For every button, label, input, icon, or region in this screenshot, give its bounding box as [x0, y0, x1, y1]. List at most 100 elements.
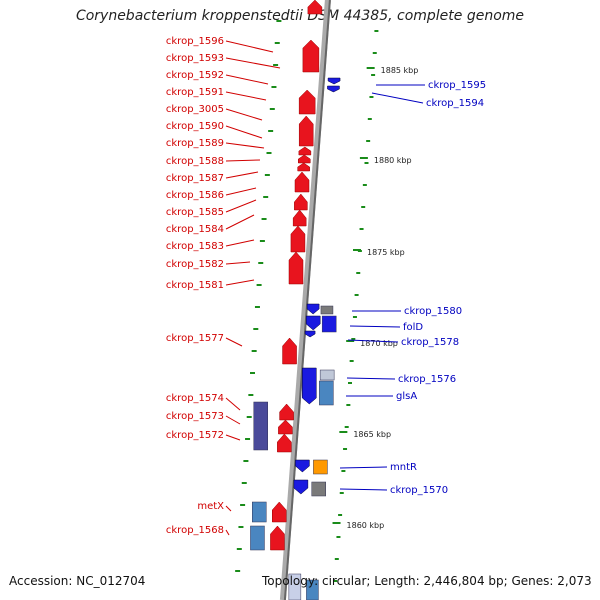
gene-label-ckrop_1570: ckrop_1570	[390, 485, 448, 496]
gene-label-mntR: mntR	[390, 462, 417, 473]
right-tick	[362, 184, 367, 186]
leader-line	[349, 325, 401, 328]
leader-line	[225, 91, 267, 101]
leader-line	[225, 529, 230, 536]
left-tick	[236, 548, 242, 550]
leader-line	[339, 488, 388, 491]
gene-box	[253, 401, 268, 451]
leader-line	[339, 466, 388, 469]
scale-label: 1870 kbp	[360, 339, 398, 348]
gene-label-ckrop_1580: ckrop_1580	[404, 306, 462, 317]
forward-gene-arrow	[297, 162, 310, 172]
forward-gene-arrow	[307, 0, 323, 15]
gene-label-ckrop_1572: ckrop_1572	[166, 430, 224, 441]
scale-label: 1865 kbp	[353, 430, 391, 439]
scale-tick	[346, 340, 355, 342]
reverse-gene-arrow	[305, 315, 321, 331]
leader-line	[225, 199, 257, 213]
reverse-gene-arrow	[327, 85, 340, 93]
gene-label-ckrop_1586: ckrop_1586	[166, 190, 224, 201]
leader-line	[225, 159, 261, 162]
leader-line	[225, 279, 255, 286]
gene-label-glsA: glsA	[396, 391, 417, 402]
leader-line	[225, 125, 263, 139]
right-tick	[348, 382, 352, 384]
left-tick	[250, 372, 255, 374]
gene-label-ckrop_1582: ckrop_1582	[166, 259, 224, 270]
scale-tick	[339, 431, 348, 433]
gene-label-metX: metX	[197, 501, 224, 512]
forward-gene-arrow	[298, 146, 312, 156]
right-tick	[372, 52, 377, 54]
leader-line	[371, 92, 424, 104]
scale-tick	[353, 249, 361, 251]
left-tick	[245, 438, 251, 440]
leader-line	[225, 505, 232, 512]
right-tick	[351, 338, 356, 340]
gene-label-ckrop_1588: ckrop_1588	[166, 156, 224, 167]
leader-line	[225, 108, 263, 121]
left-tick	[276, 20, 282, 22]
gene-label-ckrop_1576: ckrop_1576	[398, 374, 456, 385]
topology-text: Topology: circular; Length: 2,446,804 bp…	[262, 574, 592, 588]
left-tick	[246, 416, 252, 418]
gene-label-ckrop_1568: ckrop_1568	[166, 525, 224, 536]
right-tick	[334, 558, 339, 560]
scale-tick	[332, 522, 341, 524]
right-tick	[367, 118, 372, 120]
forward-gene-arrow	[279, 403, 294, 421]
scale-label: 1875 kbp	[367, 248, 405, 257]
scale-label: 1860 kbp	[347, 521, 385, 530]
gene-label-ckrop_1589: ckrop_1589	[166, 138, 224, 149]
right-tick	[344, 426, 349, 428]
right-tick	[374, 30, 379, 32]
gene-box	[250, 525, 265, 551]
gene-box	[306, 579, 319, 600]
forward-gene-arrow	[298, 154, 311, 164]
forward-gene-arrow	[288, 251, 304, 285]
leader-line	[225, 142, 265, 149]
right-tick	[333, 580, 338, 582]
left-tick	[261, 218, 267, 220]
right-tick	[341, 470, 346, 472]
gene-label-ckrop_1581: ckrop_1581	[166, 280, 224, 291]
gene-label-ckrop_1573: ckrop_1573	[166, 411, 224, 422]
leader-line	[225, 239, 255, 247]
left-tick	[274, 42, 280, 44]
gene-box	[321, 315, 337, 333]
gene-label-ckrop_1590: ckrop_1590	[166, 121, 224, 132]
genome-backbone	[279, 0, 331, 600]
reverse-gene-arrow	[304, 330, 316, 338]
left-tick	[266, 152, 272, 154]
forward-gene-arrow	[302, 39, 320, 73]
forward-gene-arrow	[270, 525, 285, 551]
left-tick	[263, 196, 269, 198]
left-tick	[271, 86, 277, 88]
left-tick	[273, 64, 279, 66]
left-tick	[248, 394, 254, 396]
leader-line	[225, 261, 251, 265]
gene-label-ckrop_1574: ckrop_1574	[166, 393, 224, 404]
scale-label: 1880 kbp	[374, 156, 412, 165]
left-tick	[264, 174, 270, 176]
gene-box	[320, 305, 334, 315]
leader-line	[225, 214, 255, 230]
right-tick	[346, 404, 351, 406]
gene-label-ckrop_1595: ckrop_1595	[428, 80, 486, 91]
right-tick	[343, 448, 348, 450]
right-tick	[352, 316, 357, 318]
right-tick	[359, 228, 364, 230]
left-tick	[235, 570, 241, 572]
right-tick	[338, 514, 343, 516]
reverse-gene-arrow	[327, 77, 341, 85]
leader-line	[347, 339, 399, 343]
leader-line	[225, 397, 241, 411]
reverse-gene-arrow	[306, 303, 320, 315]
gene-box	[252, 501, 267, 523]
reverse-gene-arrow	[302, 367, 317, 405]
gene-label-ckrop_1591: ckrop_1591	[166, 87, 224, 98]
left-tick	[254, 306, 260, 308]
gene-box	[319, 380, 334, 406]
leader-line	[225, 171, 259, 179]
right-tick	[349, 360, 354, 362]
